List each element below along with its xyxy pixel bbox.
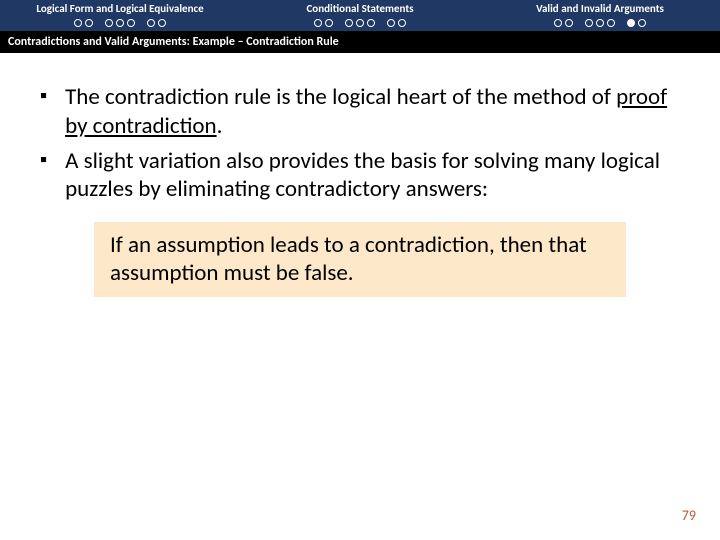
callout-box: If an assumption leads to a contradictio…: [94, 222, 626, 297]
slide-content: ▪ The contradiction rule is the logical …: [0, 53, 720, 317]
header-title-1: Logical Form and Logical Equivalence: [0, 2, 240, 15]
header-section-3: Valid and Invalid Arguments: [480, 2, 720, 29]
bullet-pre: A slight variation also provides the bas…: [65, 147, 660, 204]
page-number: 79: [682, 507, 696, 524]
header-title-3: Valid and Invalid Arguments: [480, 2, 720, 15]
bullet-text: The contradiction rule is the logical he…: [65, 83, 680, 141]
subtitle-bar: Contradictions and Valid Arguments: Exam…: [0, 31, 720, 53]
header-title-2: Conditional Statements: [240, 2, 480, 15]
bullet-marker-icon: ▪: [40, 83, 47, 141]
header-section-2: Conditional Statements: [240, 2, 480, 29]
bullet-item: ▪ A slight variation also provides the b…: [40, 147, 680, 205]
bullet-post: .: [217, 112, 223, 140]
progress-dots-2: [240, 17, 480, 29]
header-section-1: Logical Form and Logical Equivalence: [0, 2, 240, 29]
bullet-list: ▪ The contradiction rule is the logical …: [40, 83, 680, 204]
bullet-marker-icon: ▪: [40, 147, 47, 205]
progress-dots-3: [480, 17, 720, 29]
progress-dots-1: [0, 17, 240, 29]
bullet-text: A slight variation also provides the bas…: [65, 147, 680, 205]
bullet-item: ▪ The contradiction rule is the logical …: [40, 83, 680, 141]
slide-header: Logical Form and Logical Equivalence Con…: [0, 0, 720, 31]
bullet-pre: The contradiction rule is the logical he…: [65, 83, 616, 111]
